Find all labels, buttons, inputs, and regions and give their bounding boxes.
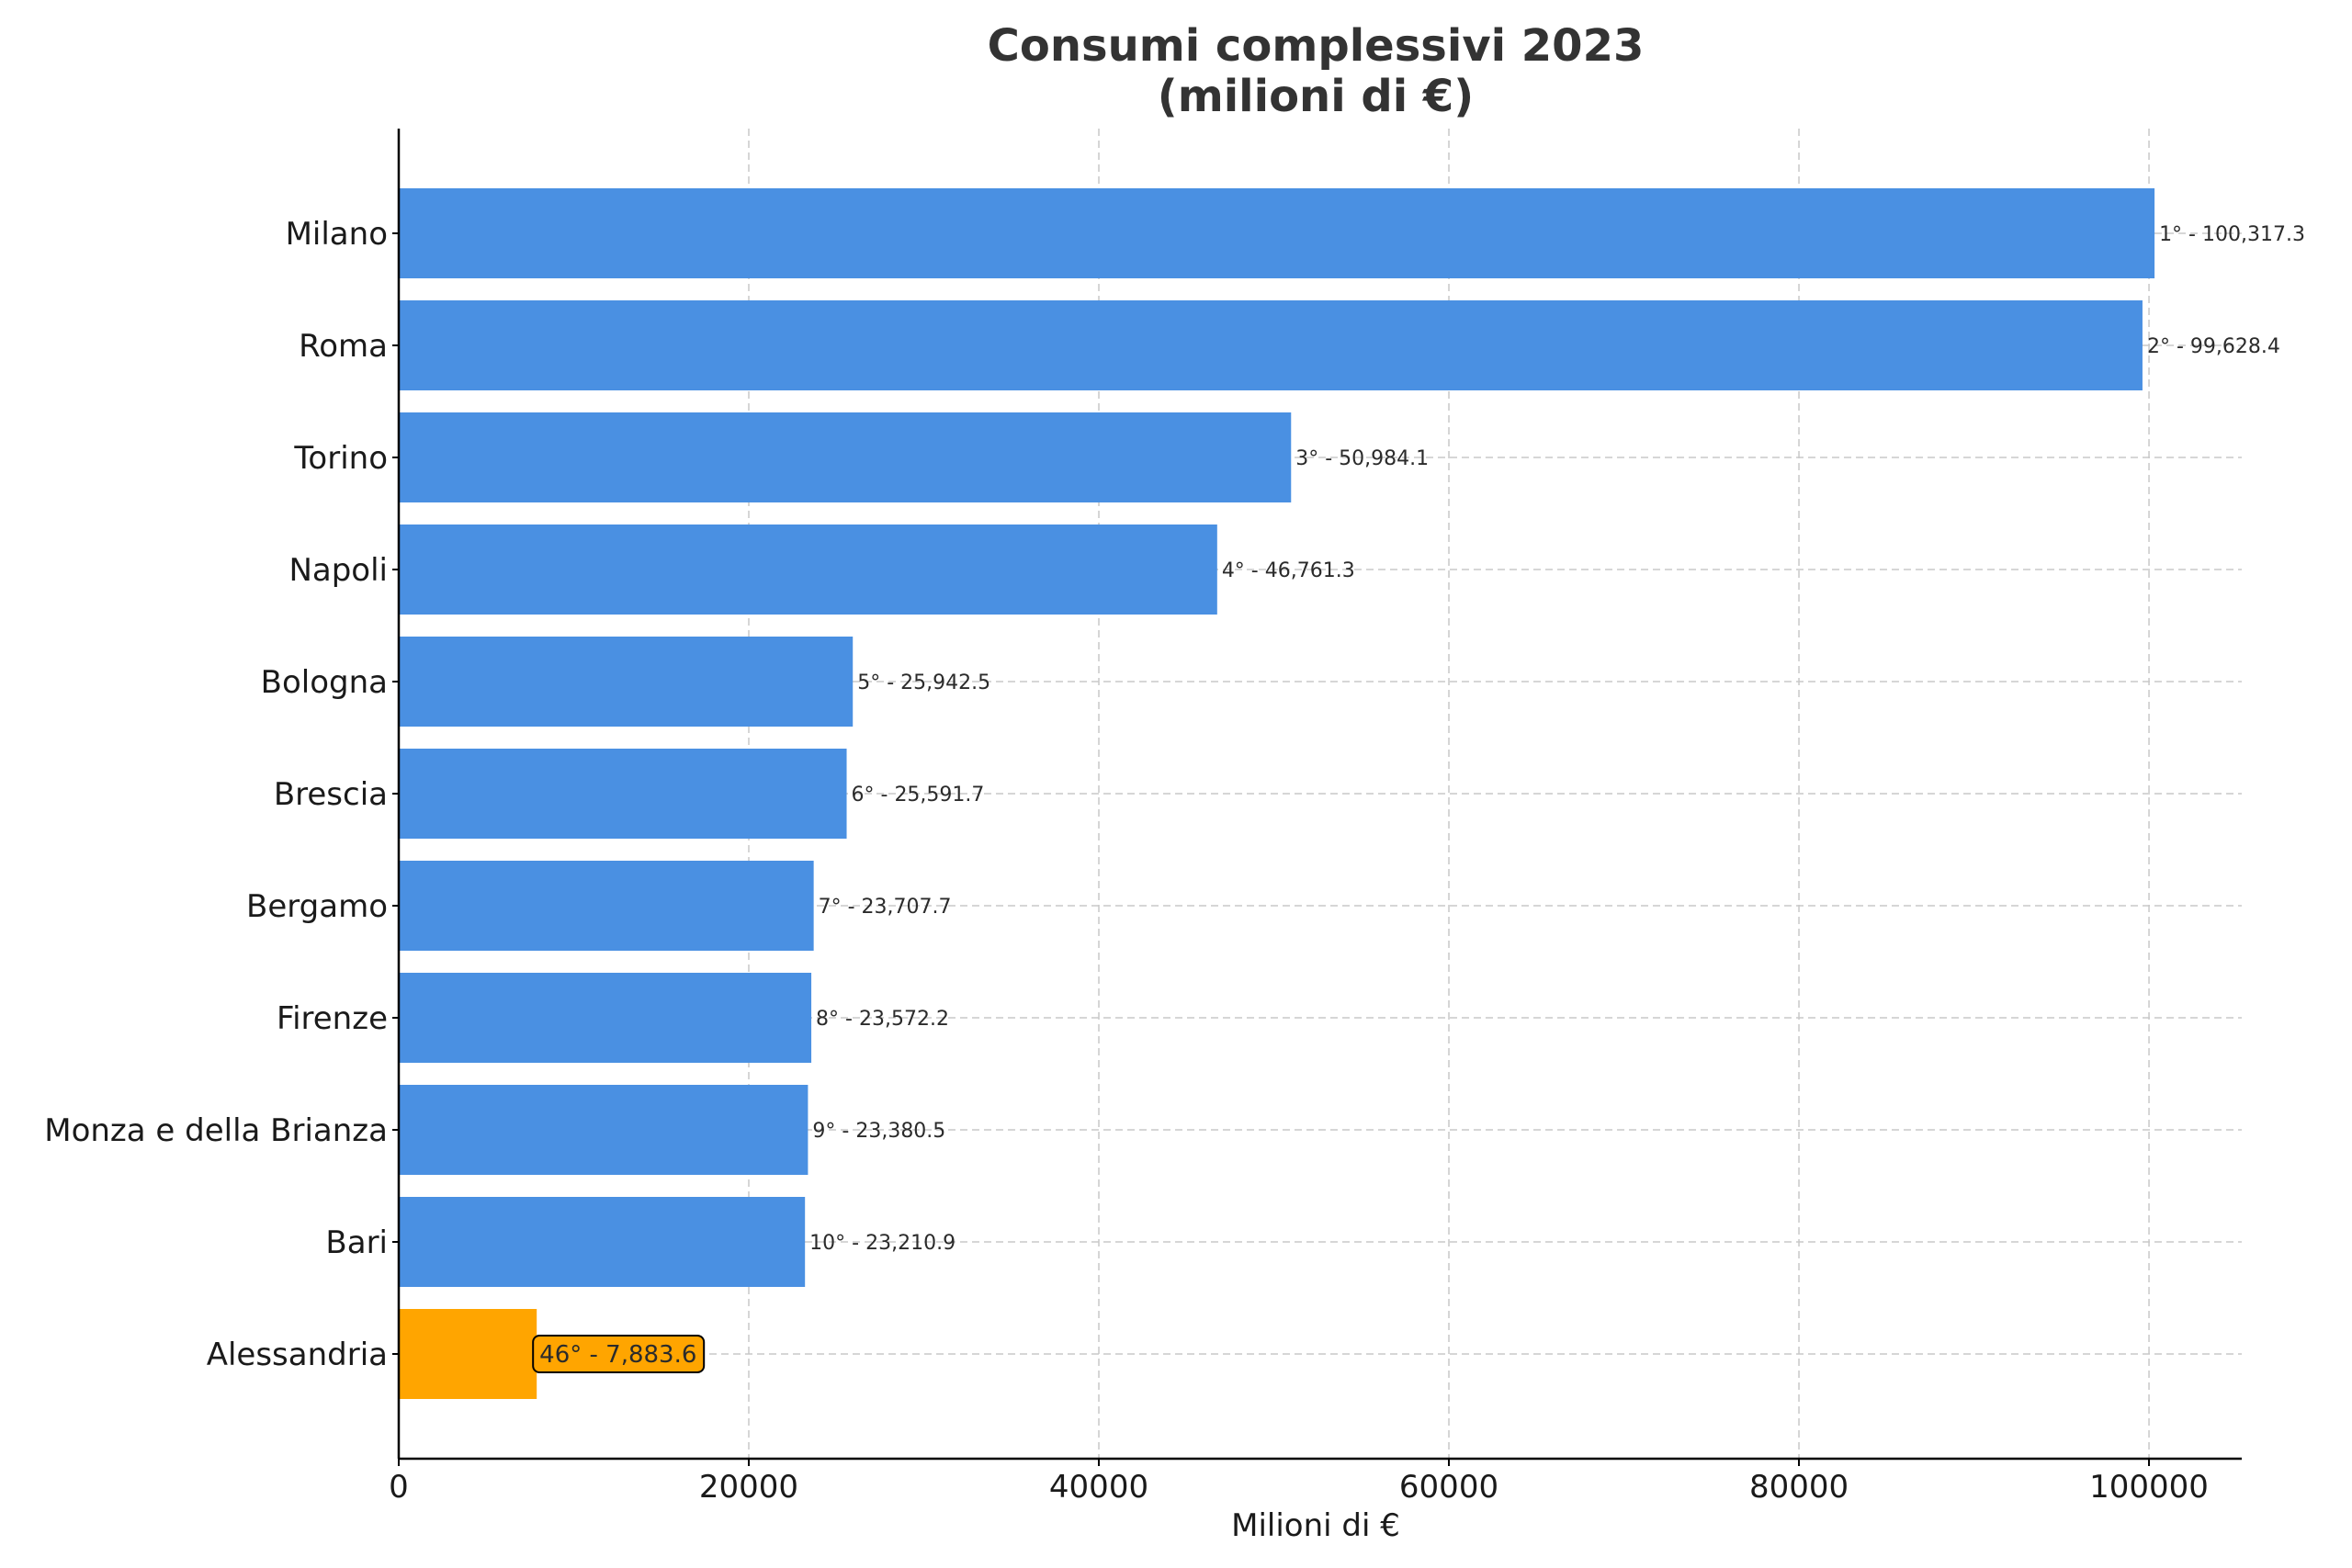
bar-6 <box>399 861 814 951</box>
bar-1 <box>399 300 2143 390</box>
chart-title-line-1: Consumi complessivi 2023 <box>988 20 1645 72</box>
bar-7 <box>399 973 812 1063</box>
value-label-5: 6° - 25,591.7 <box>852 784 985 807</box>
value-label-8: 9° - 23,380.5 <box>812 1120 945 1143</box>
category-label-8: Monza e della Brianza <box>44 1112 388 1149</box>
bar-9 <box>399 1197 806 1287</box>
x-tick-label-0: 0 <box>389 1469 409 1506</box>
category-label-2: Torino <box>293 440 388 477</box>
bar-3 <box>399 525 1217 615</box>
axes <box>392 129 2242 1466</box>
value-label-7: 8° - 23,572.2 <box>816 1008 949 1031</box>
category-label-6: Bergamo <box>246 888 388 925</box>
value-label-2: 3° - 50,984.1 <box>1295 447 1429 470</box>
labels-group: Milano 1° - 100,317.3 Roma 2° - 99,628.4 Tor… <box>44 216 2305 1506</box>
value-label-6: 7° - 23,707.7 <box>819 896 952 919</box>
category-label-0: Milano <box>286 216 388 253</box>
bar-4 <box>399 637 854 727</box>
x-tick-label-5: 100000 <box>2089 1469 2209 1506</box>
value-label-3: 4° - 46,761.3 <box>1222 559 1355 582</box>
bar-5 <box>399 749 847 839</box>
value-label-4: 5° - 25,942.5 <box>857 671 990 694</box>
value-label-1: 2° - 99,628.4 <box>2147 335 2280 358</box>
value-label-9: 10° - 23,210.9 <box>809 1232 956 1255</box>
category-label-5: Brescia <box>274 776 388 813</box>
category-label-9: Bari <box>325 1224 388 1261</box>
category-label-3: Napoli <box>288 552 388 589</box>
category-label-10: Alessandria <box>207 1337 388 1373</box>
bar-8 <box>399 1085 808 1175</box>
bar-0 <box>399 188 2155 278</box>
value-label-0: 1° - 100,317.3 <box>2159 223 2305 246</box>
x-tick-label-2: 40000 <box>1049 1469 1148 1506</box>
x-tick-label-1: 20000 <box>699 1469 798 1506</box>
bar-2 <box>399 412 1292 502</box>
highlight-label-box <box>532 1335 706 1373</box>
category-label-4: Bologna <box>261 664 388 701</box>
x-tick-label-3: 60000 <box>1399 1469 1498 1506</box>
x-tick-label-4: 80000 <box>1749 1469 1849 1506</box>
bars-group <box>399 188 2155 1399</box>
bar-10 <box>399 1309 537 1399</box>
category-label-1: Roma <box>299 328 388 365</box>
value-label-10: 46° - 7,883.6 <box>539 1341 696 1369</box>
category-label-7: Firenze <box>277 1000 388 1037</box>
chart-title-line-2: (milioni di €) <box>1158 71 1474 122</box>
x-axis-label: Milioni di € <box>1231 1507 1400 1544</box>
